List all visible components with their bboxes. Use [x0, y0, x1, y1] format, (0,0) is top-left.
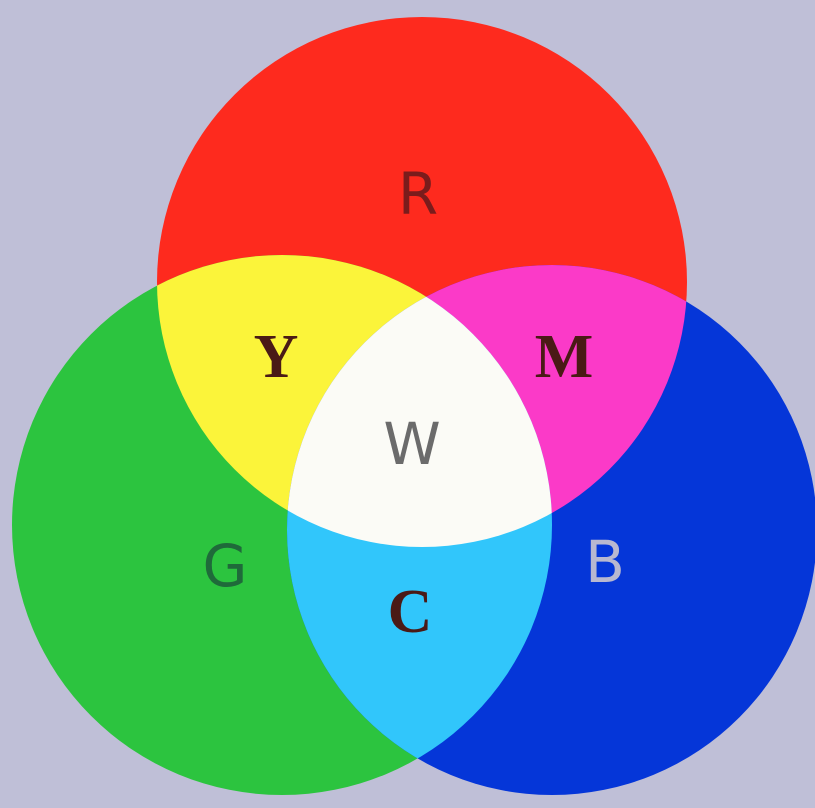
label-w: W — [383, 410, 440, 478]
white-group — [287, 265, 552, 547]
label-m: M — [535, 323, 594, 391]
label-y: Y — [254, 323, 299, 391]
label-b: B — [585, 528, 625, 596]
label-r: R — [398, 160, 438, 228]
label-c: C — [388, 578, 433, 646]
label-g: G — [203, 532, 248, 600]
white-region — [287, 265, 552, 547]
